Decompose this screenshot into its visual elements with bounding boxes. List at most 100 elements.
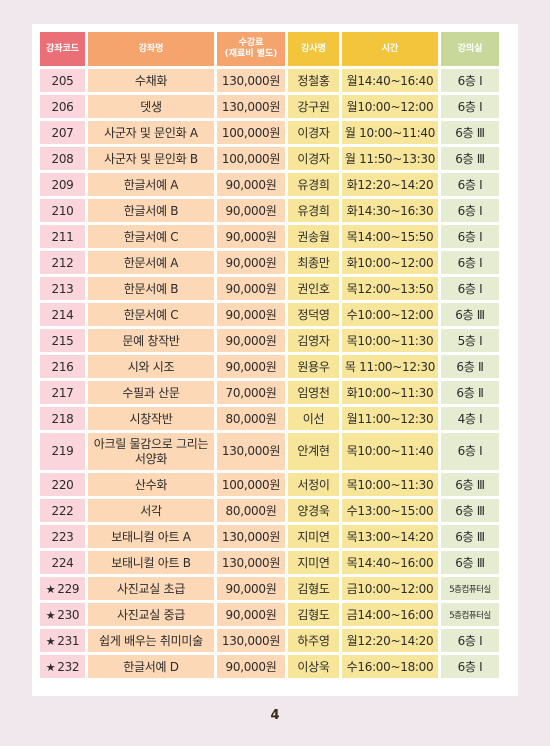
course-code: 211 xyxy=(51,229,74,244)
course-code-cell: 214 xyxy=(40,303,85,326)
tuition: 80,000원 xyxy=(217,407,285,430)
table-header-row: 강좌코드 강좌명 수강료 (재료비 별도) 강사명 시간 강의실 xyxy=(40,32,499,66)
tuition: 80,000원 xyxy=(217,499,285,522)
class-time: 목 11:00~12:30 xyxy=(342,355,438,378)
classroom: 6층 Ⅰ xyxy=(441,277,499,300)
instructor: 정덕영 xyxy=(288,303,339,326)
tuition: 130,000원 xyxy=(217,629,285,652)
class-time: 목10:00~11:30 xyxy=(342,329,438,352)
tuition: 90,000원 xyxy=(217,199,285,222)
course-code: 219 xyxy=(51,444,74,458)
class-time: 수10:00~12:00 xyxy=(342,303,438,326)
course-code-cell: 209 xyxy=(40,173,85,196)
table-row: 205 수채화 130,000원 정철홍 월14:40~16:40 6층 Ⅰ xyxy=(40,69,499,92)
course-code-cell: ★ 231 xyxy=(40,629,85,652)
course-name: 수필과 산문 xyxy=(88,381,214,404)
instructor: 김영자 xyxy=(288,329,339,352)
course-name: 사진교실 초급 xyxy=(88,577,214,600)
course-code-cell: 216 xyxy=(40,355,85,378)
class-time: 목12:00~13:50 xyxy=(342,277,438,300)
instructor: 강구원 xyxy=(288,95,339,118)
instructor: 최종만 xyxy=(288,251,339,274)
course-code: 207 xyxy=(51,125,74,140)
instructor: 이선 xyxy=(288,407,339,430)
header-instructor: 강사명 xyxy=(288,32,339,66)
tuition: 100,000원 xyxy=(217,473,285,496)
course-code: 229 xyxy=(57,581,80,596)
instructor: 하주영 xyxy=(288,629,339,652)
tuition: 130,000원 xyxy=(217,69,285,92)
instructor: 유경희 xyxy=(288,199,339,222)
course-code-cell: 206 xyxy=(40,95,85,118)
classroom: 6층 Ⅱ xyxy=(441,381,499,404)
course-code: 217 xyxy=(51,385,74,400)
course-code: 222 xyxy=(51,503,74,518)
course-code: 208 xyxy=(51,151,74,166)
classroom: 6층 Ⅰ xyxy=(441,173,499,196)
course-name: 한문서예 C xyxy=(88,303,214,326)
course-code: 220 xyxy=(51,477,74,492)
header-tuition-line2: (재료비 별도) xyxy=(224,49,278,59)
class-time: 수13:00~15:00 xyxy=(342,499,438,522)
class-time: 월11:00~12:30 xyxy=(342,407,438,430)
class-time: 월 10:00~11:40 xyxy=(342,121,438,144)
table-row: ★ 231 쉽게 배우는 취미미술 130,000원 하주영 월12:20~14:20 6층… xyxy=(40,629,499,652)
course-name: 산수화 xyxy=(88,473,214,496)
class-time: 목10:00~11:40 xyxy=(342,433,438,470)
table-row: 216 시와 시조 90,000원 원용우 목 11:00~12:30 6층 Ⅱ xyxy=(40,355,499,378)
tuition: 90,000원 xyxy=(217,251,285,274)
schedule-sheet: 강좌코드 강좌명 수강료 (재료비 별도) 강사명 시간 강의실 205 수채화 1… xyxy=(32,24,518,696)
course-name: 아크릴 물감으로 그리는 서양화 xyxy=(88,433,214,470)
class-time: 목14:40~16:00 xyxy=(342,551,438,574)
course-code-cell: 215 xyxy=(40,329,85,352)
classroom: 6층 Ⅰ xyxy=(441,629,499,652)
course-code: 232 xyxy=(57,659,80,674)
class-time: 월10:00~12:00 xyxy=(342,95,438,118)
tuition: 70,000원 xyxy=(217,381,285,404)
tuition: 100,000원 xyxy=(217,147,285,170)
course-code: 212 xyxy=(51,255,74,270)
course-code: 206 xyxy=(51,99,74,114)
tuition: 90,000원 xyxy=(217,329,285,352)
tuition: 130,000원 xyxy=(217,551,285,574)
table-body: 205 수채화 130,000원 정철홍 월14:40~16:40 6층 Ⅰ 206 뎃생 13… xyxy=(40,69,499,678)
course-code: 224 xyxy=(51,555,74,570)
table-row: 209 한글서예 A 90,000원 유경희 화12:20~14:20 6층 Ⅰ xyxy=(40,173,499,196)
classroom: 6층 Ⅱ xyxy=(441,355,499,378)
star-icon: ★ xyxy=(45,634,56,648)
course-code: 231 xyxy=(57,633,80,648)
course-code-cell: 219 xyxy=(40,433,85,470)
table-row: 208 사군자 및 문인화 B 100,000원 이경자 월 11:50~13:30 6층… xyxy=(40,147,499,170)
course-code: 210 xyxy=(51,203,74,218)
classroom: 6층 Ⅰ xyxy=(441,225,499,248)
course-name: 한문서예 A xyxy=(88,251,214,274)
course-code-cell: 208 xyxy=(40,147,85,170)
instructor: 김형도 xyxy=(288,603,339,626)
header-course-code: 강좌코드 xyxy=(40,32,85,66)
instructor: 지미연 xyxy=(288,551,339,574)
instructor: 정철홍 xyxy=(288,69,339,92)
instructor: 이상욱 xyxy=(288,655,339,678)
course-name: 한문서예 B xyxy=(88,277,214,300)
course-code: 214 xyxy=(51,307,74,322)
course-name: 사군자 및 문인화 B xyxy=(88,147,214,170)
course-code-cell: 213 xyxy=(40,277,85,300)
course-code-cell: 223 xyxy=(40,525,85,548)
class-time: 월14:40~16:40 xyxy=(342,69,438,92)
classroom: 6층 Ⅰ xyxy=(441,655,499,678)
classroom: 5층컴퓨터실 xyxy=(441,577,499,600)
table-row: 215 문예 창작반 90,000원 김영자 목10:00~11:30 5층 Ⅰ xyxy=(40,329,499,352)
classroom: 6층 Ⅰ xyxy=(441,433,499,470)
classroom: 6층 Ⅲ xyxy=(441,551,499,574)
table-row: 220 산수화 100,000원 서정이 목10:00~11:30 6층 Ⅲ xyxy=(40,473,499,496)
class-time: 금14:00~16:00 xyxy=(342,603,438,626)
instructor: 양경욱 xyxy=(288,499,339,522)
course-name: 쉽게 배우는 취미미술 xyxy=(88,629,214,652)
tuition: 130,000원 xyxy=(217,525,285,548)
course-name: 사진교실 중급 xyxy=(88,603,214,626)
table-row: 219 아크릴 물감으로 그리는 서양화 130,000원 안계현 목10:00~11:… xyxy=(40,433,499,470)
class-time: 수16:00~18:00 xyxy=(342,655,438,678)
header-course-name: 강좌명 xyxy=(88,32,214,66)
instructor: 원용우 xyxy=(288,355,339,378)
course-code-cell: 212 xyxy=(40,251,85,274)
